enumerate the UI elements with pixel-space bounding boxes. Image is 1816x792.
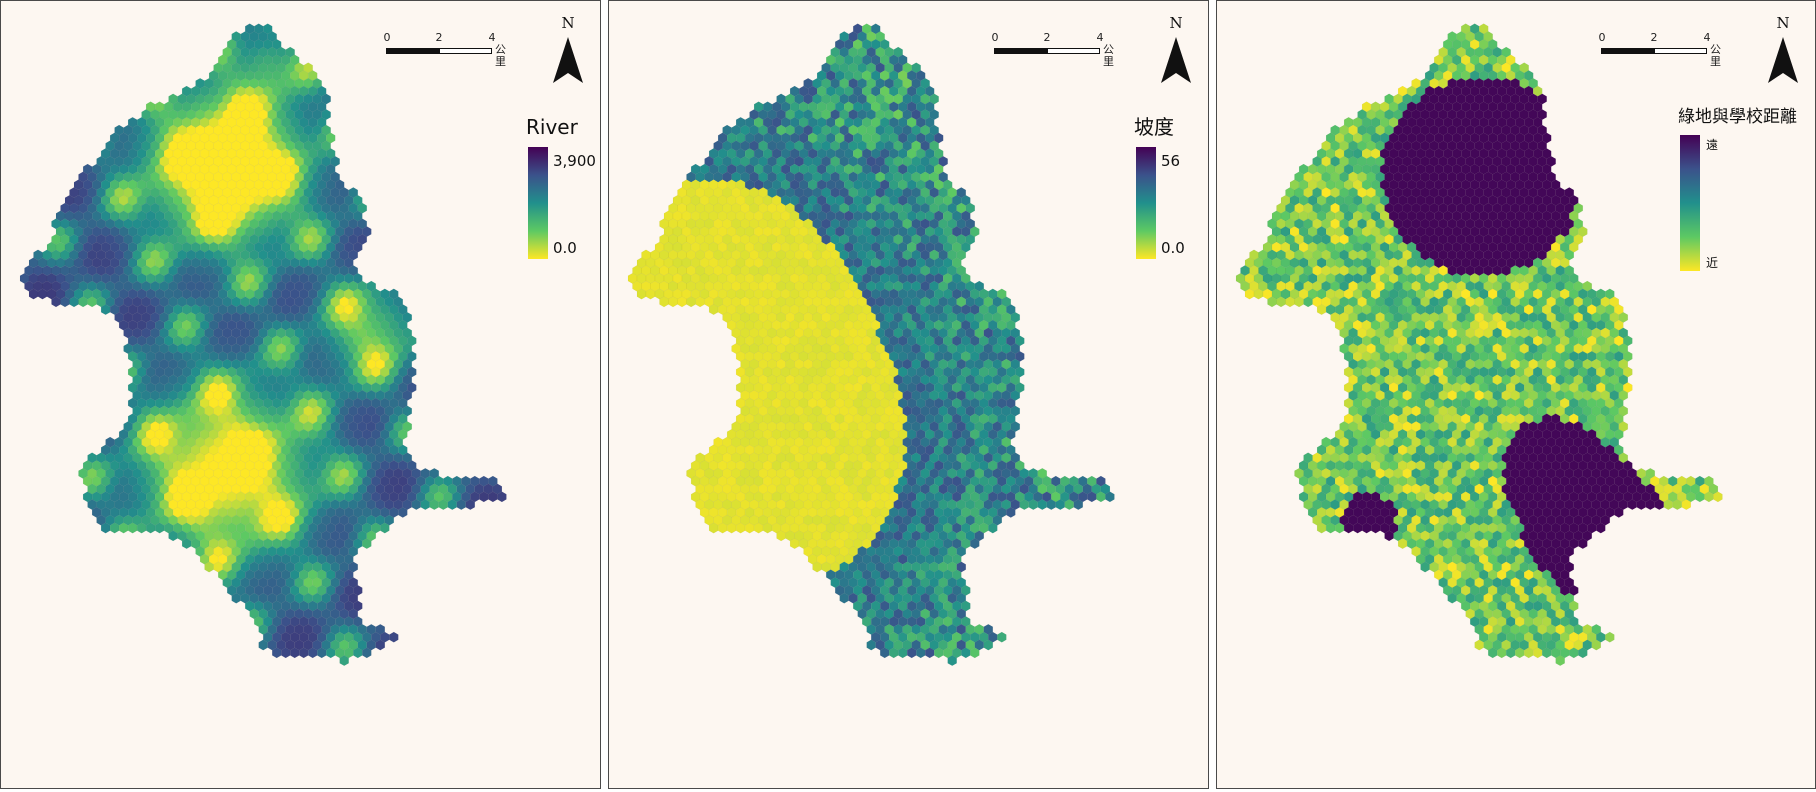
- scale-tick-4: 4: [1096, 31, 1104, 44]
- hex-cell: [389, 631, 399, 643]
- north-arrow: N: [550, 15, 586, 85]
- hex-grid: [19, 23, 507, 667]
- hex-grid: [627, 23, 1115, 667]
- legend-max-label: 3,900: [553, 152, 596, 170]
- hex-cell: [997, 631, 1007, 643]
- hex-cell: [375, 639, 385, 651]
- hex-cell: [362, 647, 372, 659]
- hex-cell: [380, 522, 390, 534]
- legend-title: 坡度: [1134, 115, 1174, 139]
- legend-min-label: 0.0: [1161, 239, 1185, 257]
- hex-cell: [497, 491, 507, 503]
- north-label: N: [561, 14, 575, 32]
- hex-cell: [362, 538, 372, 550]
- hex-cell: [983, 639, 993, 651]
- north-arrow: N: [1158, 15, 1194, 85]
- hex-cell: [1073, 499, 1083, 511]
- legend-color-bar: [1136, 147, 1156, 259]
- hex-cell: [947, 655, 957, 667]
- map-panel-slope: 0 2 4 公里 N 坡度 56 0.0: [608, 0, 1209, 789]
- map-panel-greenspace-school: 0 2 4 公里 N 綠地與學校距離 遠 近: [1216, 0, 1816, 789]
- scale-segment-white: [439, 48, 492, 54]
- hex-cell: [465, 499, 475, 511]
- scale-unit: 公里: [1103, 43, 1114, 68]
- scale-tick-0: 0: [991, 31, 999, 44]
- scale-bar: 0 2 4 公里: [991, 31, 1124, 68]
- hex-cell: [970, 538, 980, 550]
- hex-cell: [988, 522, 998, 534]
- scale-tick-2: 2: [435, 31, 443, 44]
- legend-color-bar: [528, 147, 548, 259]
- legend-title: River: [526, 115, 578, 139]
- hexbin-map-greenspace-school: [1235, 23, 1723, 667]
- hex-cell: [339, 655, 349, 667]
- hex-grid: [1235, 23, 1723, 667]
- scale-segment-black: [994, 48, 1048, 54]
- hex-cell: [1105, 491, 1115, 503]
- hex-cell: [1006, 506, 1016, 518]
- scale-tick-4: 4: [488, 31, 496, 44]
- legend-min-label: 0.0: [553, 239, 577, 257]
- north-arrow-icon: [1161, 37, 1191, 83]
- scale-segment-black: [386, 48, 440, 54]
- scale-unit: 公里: [495, 43, 506, 68]
- legend-max-label: 56: [1161, 152, 1181, 170]
- scale-tick-0: 0: [383, 31, 391, 44]
- hex-cell: [398, 506, 408, 518]
- hexbin-map-river: [19, 23, 507, 667]
- north-arrow-icon: [553, 37, 583, 83]
- hex-cell: [970, 647, 980, 659]
- scale-segment-white: [1047, 48, 1100, 54]
- scale-bar: 0 2 4 公里: [383, 31, 516, 68]
- hexbin-map-slope: [627, 23, 1115, 667]
- north-label: N: [1169, 14, 1183, 32]
- scale-tick-2: 2: [1043, 31, 1051, 44]
- map-panel-river: 0 2 4 公里 N River 3,900 0.0: [0, 0, 601, 789]
